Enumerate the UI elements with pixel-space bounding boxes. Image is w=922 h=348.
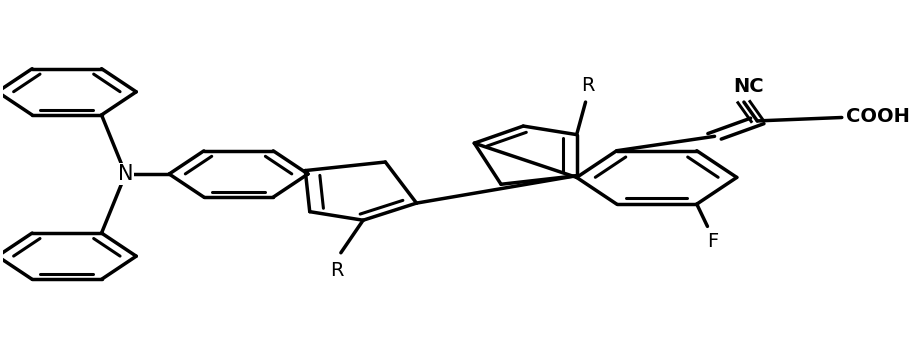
Text: R: R (582, 76, 595, 95)
Text: F: F (707, 231, 718, 251)
Text: NC: NC (733, 77, 763, 96)
Text: COOH: COOH (846, 107, 910, 126)
Text: N: N (118, 164, 134, 184)
Text: R: R (330, 261, 343, 280)
